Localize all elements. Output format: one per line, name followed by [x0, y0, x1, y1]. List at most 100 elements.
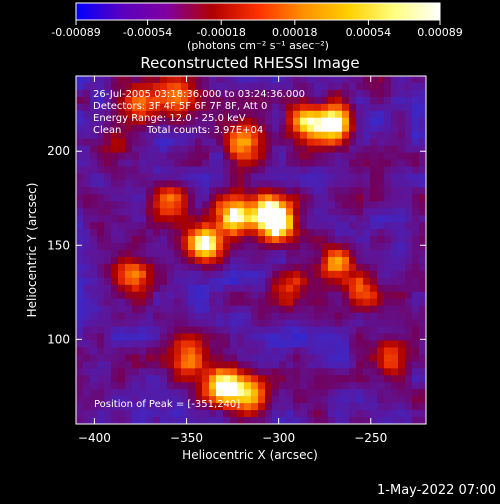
- heatmap-cell: [328, 187, 336, 195]
- heatmap-cell: [384, 403, 392, 411]
- heatmap-cell: [237, 347, 245, 355]
- heatmap-cell: [118, 208, 126, 216]
- heatmap-cell: [307, 110, 315, 119]
- heatmap-cell: [97, 82, 105, 91]
- heatmap-cell: [223, 229, 231, 237]
- heatmap-cell: [160, 138, 168, 147]
- heatmap-cell: [265, 298, 273, 307]
- heatmap-cell: [356, 291, 364, 300]
- heatmap-cell: [202, 229, 210, 237]
- heatmap-cell: [90, 354, 98, 362]
- heatmap-cell: [111, 110, 119, 119]
- heatmap-cell: [181, 236, 189, 244]
- heatmap-cell: [272, 361, 280, 369]
- heatmap-cell: [412, 312, 420, 321]
- heatmap-cell: [167, 110, 175, 119]
- heatmap-cell: [125, 89, 133, 98]
- heatmap-cell: [321, 256, 329, 265]
- heatmap-cell: [265, 124, 273, 133]
- heatmap-cell: [335, 389, 343, 397]
- heatmap-cell: [384, 173, 392, 181]
- heatmap-cell: [167, 145, 175, 154]
- heatmap-cell: [419, 222, 426, 230]
- heatmap-cell: [202, 187, 210, 195]
- heatmap-cell: [279, 389, 287, 397]
- heatmap-cell: [167, 194, 175, 202]
- heatmap-cell: [349, 361, 357, 369]
- heatmap-cell: [216, 291, 224, 300]
- heatmap-cell: [188, 82, 196, 91]
- heatmap-cell: [265, 382, 273, 390]
- heatmap-cell: [237, 256, 245, 265]
- colorbar-tick-label: 0.00054: [346, 26, 392, 39]
- heatmap-cell: [384, 138, 392, 147]
- heatmap-cell: [293, 340, 301, 349]
- heatmap-cell: [237, 284, 245, 293]
- heatmap-cell: [174, 291, 182, 300]
- heatmap-cell: [328, 180, 336, 188]
- heatmap-cell: [265, 76, 273, 84]
- heatmap-cell: [307, 256, 315, 265]
- heatmap-cell: [167, 222, 175, 230]
- heatmap-cell: [237, 305, 245, 314]
- heatmap-cell: [181, 201, 189, 209]
- heatmap-cell: [398, 131, 406, 140]
- heatmap-cell: [111, 82, 119, 91]
- heatmap-cell: [244, 215, 252, 223]
- heatmap-cell: [125, 417, 133, 424]
- heatmap-cell: [195, 76, 203, 84]
- heatmap-cell: [132, 131, 140, 140]
- heatmap-cell: [83, 361, 91, 369]
- colorbar-tick-label: -0.00089: [51, 26, 100, 39]
- heatmap-cell: [335, 103, 343, 112]
- heatmap-cell: [209, 375, 217, 383]
- heatmap-cell: [244, 166, 252, 175]
- heatmap-cell: [384, 159, 392, 168]
- heatmap-cell: [83, 89, 91, 98]
- heatmap-cell: [384, 82, 392, 91]
- heatmap-cell: [363, 368, 371, 376]
- heatmap-cell: [377, 305, 385, 314]
- heatmap-cell: [419, 403, 426, 411]
- heatmap-cell: [188, 229, 196, 237]
- heatmap-cell: [279, 194, 287, 202]
- heatmap-cell: [174, 312, 182, 321]
- heatmap-cell: [76, 263, 84, 272]
- heatmap-cell: [125, 180, 133, 188]
- heatmap-cell: [328, 417, 336, 424]
- heatmap-cell: [202, 76, 210, 84]
- heatmap-cell: [391, 187, 399, 195]
- heatmap-cell: [202, 117, 210, 126]
- heatmap-cell: [188, 298, 196, 307]
- heatmap-cell: [307, 270, 315, 279]
- heatmap-cell: [139, 298, 147, 307]
- heatmap-cell: [244, 187, 252, 195]
- heatmap-cell: [223, 124, 231, 133]
- heatmap-cell: [279, 138, 287, 147]
- heatmap-cell: [300, 284, 308, 293]
- heatmap-cell: [139, 389, 147, 397]
- heatmap-cell: [370, 333, 378, 342]
- heatmap-cell: [412, 417, 420, 424]
- heatmap-cell: [363, 89, 371, 98]
- heatmap-cell: [76, 389, 84, 397]
- heatmap-cell: [132, 76, 140, 84]
- heatmap-cell: [146, 263, 154, 272]
- heatmap-cell: [153, 187, 161, 195]
- heatmap-cell: [405, 333, 413, 342]
- heatmap-cell: [251, 138, 259, 147]
- heatmap-cell: [244, 326, 252, 335]
- heatmap-cell: [405, 124, 413, 133]
- heatmap-cell: [391, 347, 399, 355]
- heatmap-cell: [160, 250, 168, 258]
- heatmap-cell: [97, 333, 105, 342]
- heatmap-cell: [370, 312, 378, 321]
- heatmap-cell: [181, 417, 189, 424]
- heatmap-cell: [384, 166, 392, 175]
- heatmap-cell: [384, 124, 392, 133]
- heatmap-cell: [377, 410, 385, 418]
- heatmap-cell: [160, 82, 168, 91]
- heatmap-cell: [160, 284, 168, 293]
- heatmap-cell: [342, 368, 350, 376]
